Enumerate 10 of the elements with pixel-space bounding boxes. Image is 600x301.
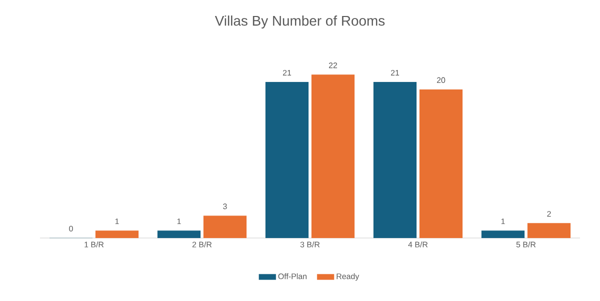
- bar: [311, 74, 355, 238]
- bar: [527, 223, 571, 238]
- bar: [373, 82, 417, 238]
- bar: [95, 230, 139, 238]
- bar: [203, 216, 247, 238]
- bar: [157, 230, 201, 238]
- bar: [265, 82, 309, 238]
- bar: [419, 89, 463, 238]
- bar: [481, 230, 525, 238]
- chart-title: Villas By Number of Rooms: [214, 15, 385, 28]
